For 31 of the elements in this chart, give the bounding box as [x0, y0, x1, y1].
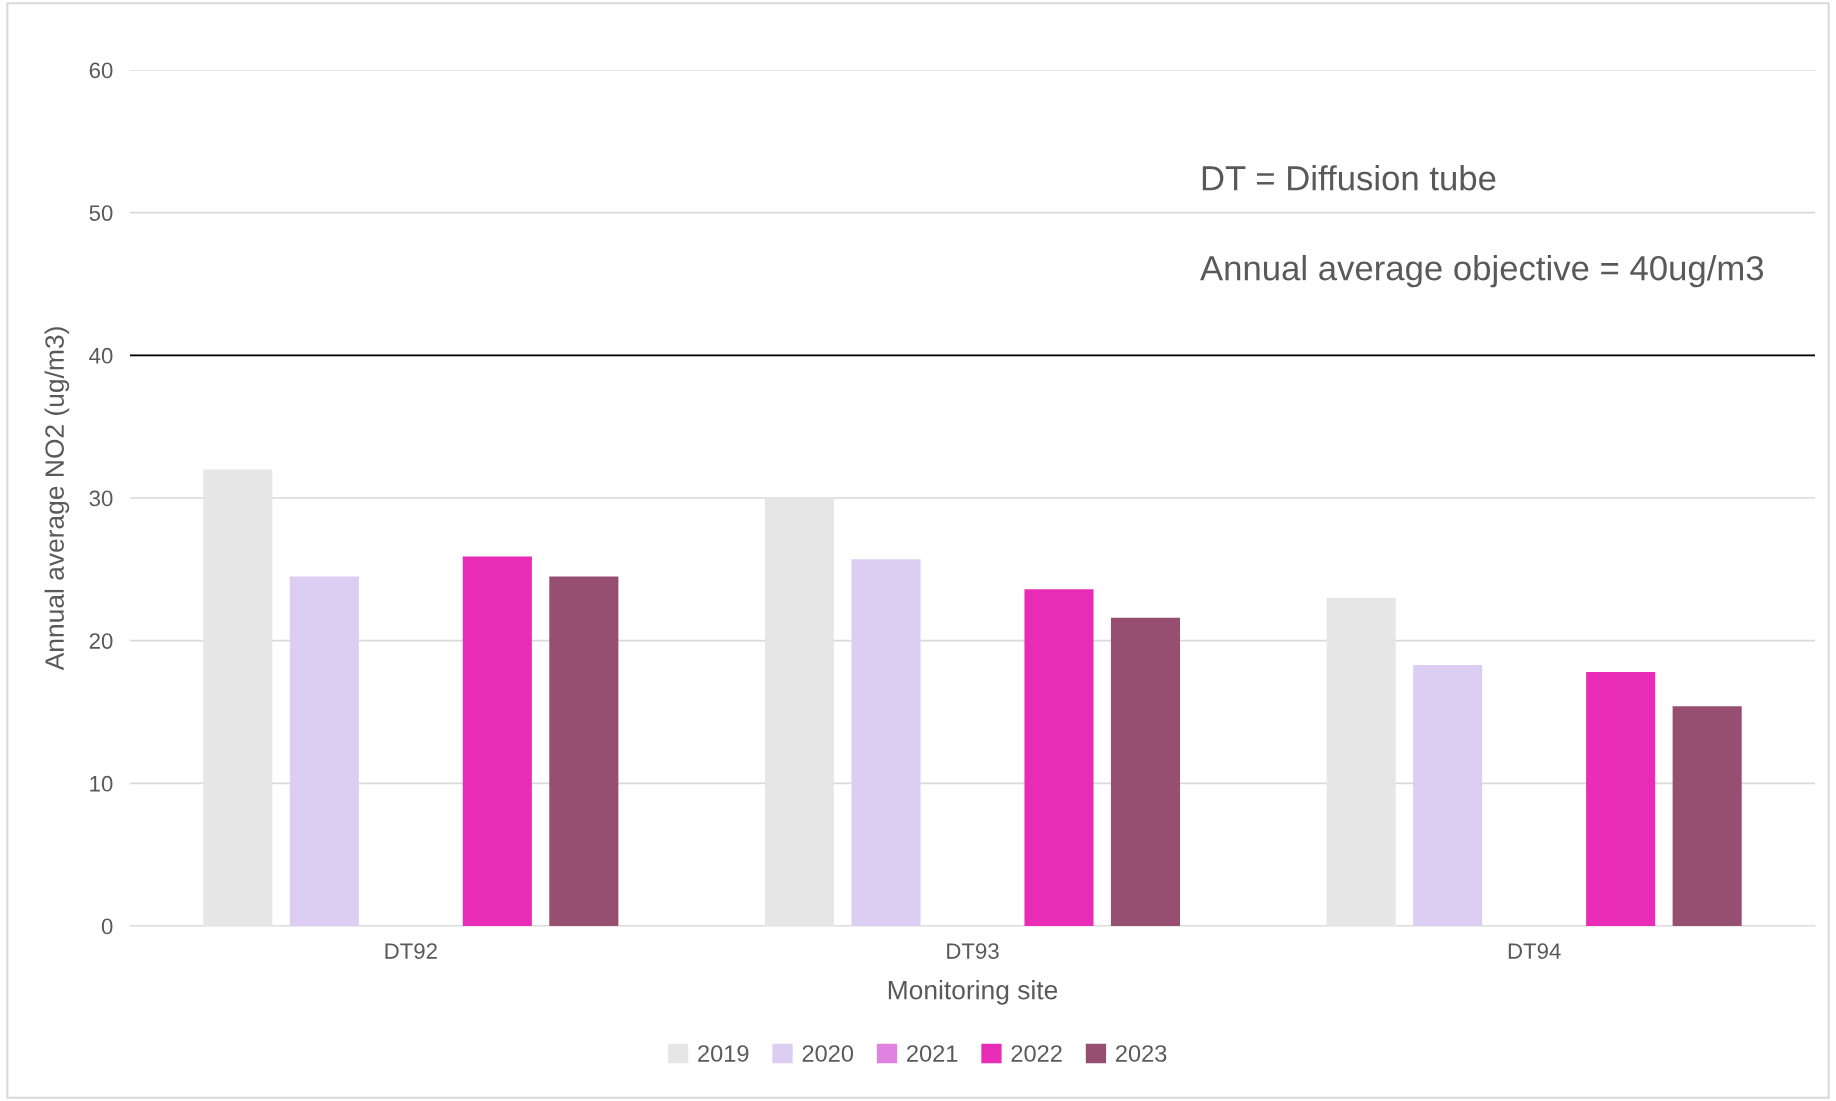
legend-label: 2021: [907, 1045, 958, 1062]
annotation: Annual average objective = 40ug/m3: [1200, 254, 1764, 288]
bar: [1024, 589, 1094, 926]
y-tick-label: 30: [89, 490, 113, 507]
legend-label: 2020: [802, 1045, 854, 1062]
x-tick-label: DT92: [385, 943, 437, 959]
legend-label: 2022: [1011, 1045, 1062, 1062]
legend-label: 2019: [698, 1045, 749, 1062]
bar: [549, 576, 619, 926]
x-tick-label: DT93: [947, 943, 999, 959]
x-axis-title: Monitoring site: [888, 980, 1058, 1005]
bar: [851, 559, 921, 926]
x-tick-label: DT94: [1508, 943, 1561, 959]
bar: [1586, 672, 1656, 926]
y-tick-label: 0: [101, 918, 113, 935]
y-axis-title: Annual average NO2 (ug/m3): [44, 327, 70, 671]
bar: [1413, 664, 1483, 926]
bar: [1326, 597, 1396, 926]
y-tick-label: 60: [89, 62, 113, 79]
bar: [462, 556, 532, 926]
y-tick-label: 20: [89, 633, 113, 649]
annotation: DT = Diffusion tube: [1202, 165, 1496, 191]
bar: [203, 469, 273, 926]
legend-label: 2023: [1116, 1045, 1167, 1062]
bar: [1110, 617, 1181, 926]
bar: [1672, 706, 1742, 926]
y-tick-label: 50: [89, 205, 113, 221]
y-tick-label: 10: [90, 775, 113, 792]
bar: [764, 498, 835, 926]
bar: [289, 576, 359, 926]
y-tick-label: 40: [89, 347, 113, 364]
